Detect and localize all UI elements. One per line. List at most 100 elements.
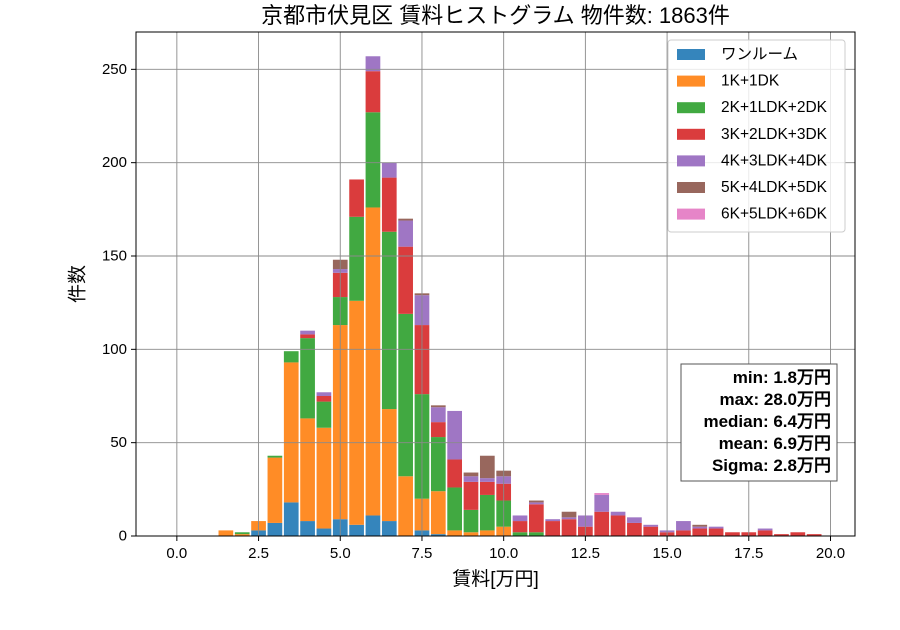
x-tick-label: 7.5 bbox=[412, 545, 433, 562]
bar-segment-series-1 bbox=[283, 502, 299, 536]
x-tick-label: 15.0 bbox=[652, 545, 681, 562]
legend-frame bbox=[667, 39, 846, 233]
bar-segment-series-6 bbox=[398, 218, 413, 221]
bar-segment-series-1 bbox=[365, 515, 381, 536]
legend-item: 3K+2LDK+3DK bbox=[677, 126, 828, 143]
bar-stack bbox=[528, 500, 544, 536]
bar-segment-series-5 bbox=[300, 330, 315, 335]
bar-stack bbox=[774, 534, 789, 536]
bar-segment-series-6 bbox=[479, 455, 495, 479]
bar-stack bbox=[316, 392, 332, 536]
bar-segment-series-5 bbox=[627, 517, 642, 523]
x-tick-label: 10.0 bbox=[489, 545, 518, 562]
bar-stack bbox=[725, 532, 740, 536]
stats-line: Sigma: 2.8万円 bbox=[712, 456, 831, 475]
y-tick-label: 200 bbox=[102, 154, 127, 171]
y-tick-label: 100 bbox=[102, 341, 127, 358]
bar-segment-series-5 bbox=[643, 524, 659, 527]
bar-segment-series-3 bbox=[447, 487, 463, 531]
bar-segment-series-5 bbox=[528, 502, 544, 505]
bar-segment-series-5 bbox=[381, 162, 397, 178]
bar-stack bbox=[283, 351, 299, 536]
bar-stack bbox=[218, 530, 234, 536]
bar-segment-series-4 bbox=[512, 521, 528, 533]
bar-segment-series-4 bbox=[545, 521, 561, 536]
bar-segment-series-5 bbox=[398, 220, 413, 247]
bar-segment-series-1 bbox=[267, 522, 283, 536]
x-tick-label: 5.0 bbox=[330, 545, 351, 562]
bar-segment-series-2 bbox=[300, 418, 315, 522]
bar-segment-series-4 bbox=[381, 177, 397, 232]
bar-segment-series-4 bbox=[643, 526, 659, 536]
legend-swatch bbox=[677, 128, 705, 140]
bar-segment-series-6 bbox=[528, 500, 544, 503]
bar-segment-series-2 bbox=[349, 300, 364, 525]
bar-segment-series-5 bbox=[512, 515, 528, 522]
bar-segment-series-5 bbox=[610, 511, 626, 516]
y-axis-label: 件数 bbox=[67, 265, 89, 303]
x-tick-label: 17.5 bbox=[734, 545, 763, 562]
bar-segment-series-3 bbox=[316, 401, 332, 428]
bar-segment-series-2 bbox=[381, 409, 397, 522]
bar-segment-series-5 bbox=[561, 517, 577, 520]
bar-segment-series-4 bbox=[349, 179, 364, 217]
bar-segment-series-4 bbox=[316, 396, 332, 402]
bar-segment-series-5 bbox=[676, 521, 691, 531]
bar-segment-series-5 bbox=[708, 526, 724, 529]
bar-segment-series-4 bbox=[447, 459, 463, 488]
bar-stack bbox=[234, 532, 250, 536]
legend-item: 4K+3LDK+4DK bbox=[677, 152, 828, 169]
bar-segment-series-4 bbox=[692, 528, 708, 536]
x-axis-ticks: 0.0 2.5 5.0 7.5 10.0 12.5 15.0 17.5 20.0 bbox=[166, 536, 845, 562]
bar-segment-series-7 bbox=[594, 493, 610, 495]
bar-segment-series-3 bbox=[267, 455, 283, 458]
bar-segment-series-3 bbox=[528, 532, 544, 536]
bar-segment-series-3 bbox=[300, 338, 315, 419]
bar-stack bbox=[594, 493, 610, 536]
bar-segment-series-3 bbox=[349, 216, 364, 301]
bar-segment-series-4 bbox=[300, 334, 315, 339]
bar-stack bbox=[398, 218, 413, 536]
stats-line: median: 6.4万円 bbox=[703, 412, 831, 431]
bar-stack bbox=[806, 534, 822, 536]
y-tick-label: 50 bbox=[110, 434, 127, 451]
bar-segment-series-4 bbox=[463, 481, 479, 510]
bar-segment-series-4 bbox=[627, 522, 642, 536]
bar-stack bbox=[561, 511, 577, 536]
axes-frame bbox=[135, 31, 856, 537]
bar-stack bbox=[643, 524, 659, 536]
legend-swatch bbox=[677, 75, 705, 87]
legend-label: 1K+1DK bbox=[721, 73, 780, 90]
bar-stack bbox=[430, 405, 446, 536]
bar-segment-series-5 bbox=[463, 476, 479, 482]
bar-segment-series-3 bbox=[479, 494, 495, 531]
bar-segment-series-3 bbox=[283, 351, 299, 363]
legend-swatch bbox=[677, 49, 705, 60]
bar-stack bbox=[790, 532, 806, 536]
bar-segment-series-5 bbox=[430, 407, 446, 423]
stats-box-frame bbox=[680, 363, 838, 482]
bar-segment-series-2 bbox=[463, 532, 479, 536]
bar-stack bbox=[757, 528, 773, 536]
legend-item: 2K+1LDK+2DK bbox=[677, 99, 828, 116]
y-axis-ticks: 0 50 100 150 200 250 bbox=[102, 61, 136, 545]
stats-line: max: 28.0万円 bbox=[720, 390, 832, 409]
x-axis-label: 賃料[万円] bbox=[452, 568, 539, 590]
bar-segment-series-3 bbox=[381, 231, 397, 410]
bar-segment-series-5 bbox=[692, 526, 708, 529]
bar-stacks bbox=[218, 56, 822, 536]
bar-stack bbox=[300, 330, 315, 536]
legend-label: ワンルーム bbox=[721, 46, 798, 63]
legend-swatch bbox=[677, 208, 705, 220]
bar-stack bbox=[447, 410, 463, 536]
bar-stack bbox=[610, 511, 626, 536]
x-tick-label: 12.5 bbox=[571, 545, 600, 562]
legend-label: 4K+3LDK+4DK bbox=[721, 152, 828, 169]
legend-swatch bbox=[677, 102, 705, 114]
bar-segment-series-2 bbox=[316, 427, 332, 529]
bar-stack bbox=[676, 521, 691, 536]
bar-stack bbox=[708, 526, 724, 536]
bar-segment-series-4 bbox=[806, 534, 822, 536]
bar-segment-series-4 bbox=[790, 532, 806, 536]
